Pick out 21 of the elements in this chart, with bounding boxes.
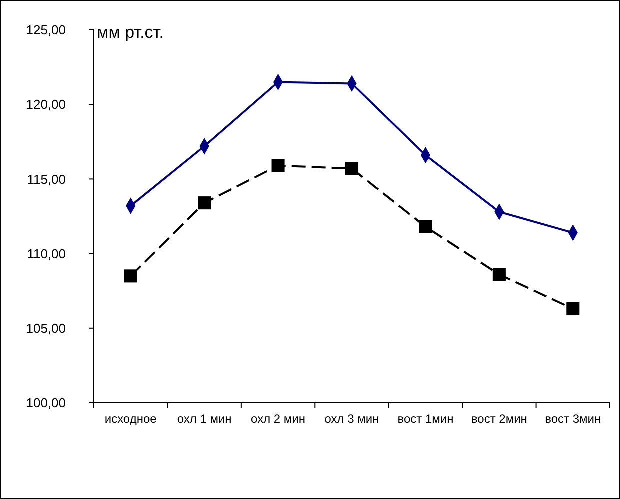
y-tick-label: 115,00: [27, 172, 66, 187]
point: [272, 159, 285, 172]
point: [124, 270, 138, 283]
y-tick-label: 125,00: [26, 22, 66, 38]
point: [198, 196, 212, 210]
x-tick-label: охл 2 мин: [251, 412, 306, 426]
y-tick-label: 120,00: [26, 97, 66, 112]
point: [345, 162, 359, 176]
x-tick-label: исходное: [104, 412, 158, 426]
y-axis-title: мм рт.ст.: [97, 23, 164, 42]
y-tick-label: 100,00: [26, 396, 66, 411]
x-tick-label: вост 2мин: [471, 412, 528, 426]
x-tick-label: охл 3 мин: [324, 412, 380, 426]
x-tick-label: охл 1 мин: [177, 412, 232, 426]
y-tick-label: 105,00: [26, 320, 66, 336]
x-tick-label: вост 3мин: [545, 412, 602, 426]
point: [419, 220, 432, 234]
point: [492, 268, 506, 282]
y-tick-label: 110,00: [27, 246, 66, 262]
x-tick-label: вост 1мин: [398, 412, 454, 426]
point: [566, 302, 580, 316]
